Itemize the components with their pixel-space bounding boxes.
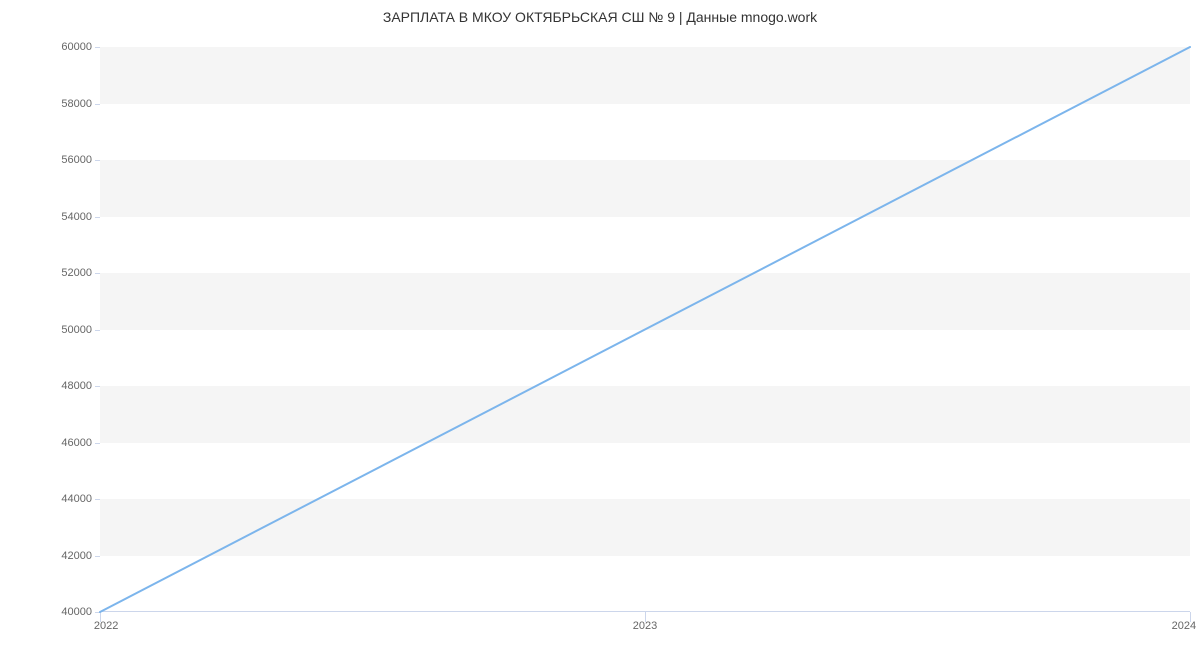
y-axis-label: 46000 [61,437,92,449]
y-axis-label: 52000 [61,267,92,279]
x-tick [1190,612,1191,622]
y-axis-label: 58000 [61,98,92,110]
y-axis-label: 54000 [61,211,92,223]
y-axis-label: 42000 [61,550,92,562]
salary-chart: ЗАРПЛАТА В МКОУ ОКТЯБРЬСКАЯ СШ № 9 | Дан… [0,0,1200,650]
x-tick [645,612,646,622]
y-axis-label: 48000 [61,380,92,392]
y-axis-label: 60000 [61,41,92,53]
x-axis-label: 2022 [94,620,118,632]
y-axis-label: 44000 [61,493,92,505]
plot-area: 4000042000440004600048000500005200054000… [100,47,1190,612]
y-axis-label: 56000 [61,154,92,166]
chart-title: ЗАРПЛАТА В МКОУ ОКТЯБРЬСКАЯ СШ № 9 | Дан… [0,9,1200,25]
y-axis-label: 50000 [61,324,92,336]
y-axis-label: 40000 [61,606,92,618]
x-tick [100,612,101,622]
x-axis-label: 2024 [1172,620,1196,632]
series-line [100,47,1190,612]
